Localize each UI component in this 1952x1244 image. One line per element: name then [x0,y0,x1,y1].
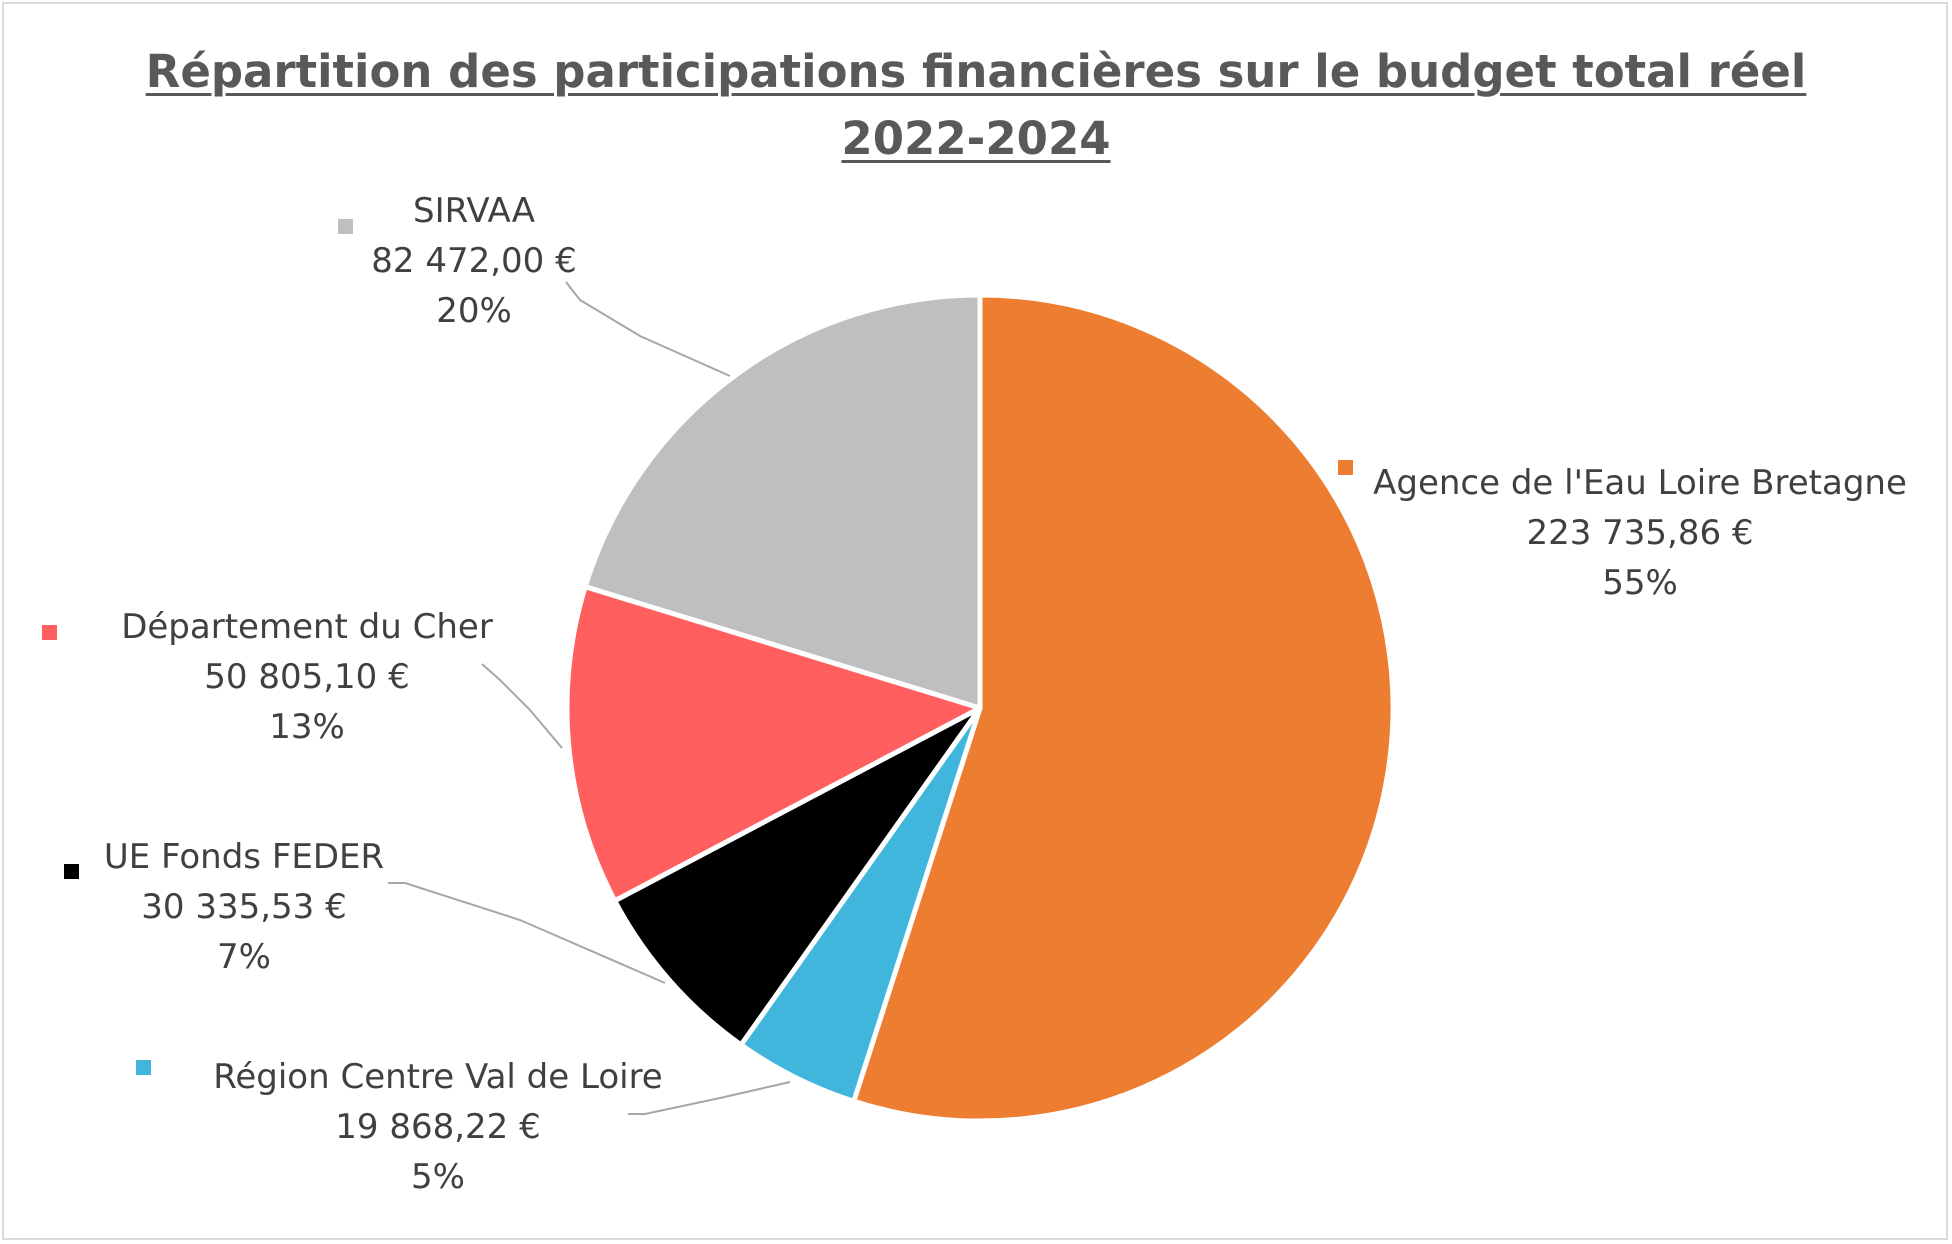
category-label-departement-du-cher: Département du Cher [121,607,493,647]
pie-slice-departement-du-cher [564,584,983,904]
leader-line-departement-du-cher [481,663,563,749]
legend-key-sirvaa [338,219,353,234]
legend-key-ue-fonds-feder [64,864,79,879]
data-label-sirvaa: SIRVAA 82 472,00 € 20% [338,191,577,331]
pie-slice-agence-de-l-eau-loire-bretagne [851,292,1396,1124]
data-label-region-centre-val-de-loire: Région Centre Val de Loire 19 868,22 € 5% [136,1057,663,1197]
legend-key-region-centre-val-de-loire [136,1060,151,1075]
pie-slice-sirvaa [582,292,983,711]
legend-key-agence-de-l-eau-loire-bretagne [1338,460,1353,475]
pie-slices [564,292,1396,1124]
category-label-sirvaa: SIRVAA [413,191,535,231]
value-label-sirvaa: 82 472,00 € [371,241,576,281]
percent-label-sirvaa: 20% [436,291,512,331]
leader-line-region-centre-val-de-loire [628,1081,791,1115]
category-label-ue-fonds-feder: UE Fonds FEDER [104,837,384,877]
percent-label-agence-de-l-eau-loire-bretagne: 55% [1602,563,1678,603]
value-label-agence-de-l-eau-loire-bretagne: 223 735,86 € [1526,513,1753,553]
data-label-departement-du-cher: Département du Cher 50 805,10 € 13% [42,607,493,747]
percent-label-departement-du-cher: 13% [269,707,345,747]
category-label-agence-de-l-eau-loire-bretagne: Agence de l'Eau Loire Bretagne [1373,463,1907,503]
value-label-region-centre-val-de-loire: 19 868,22 € [335,1107,540,1147]
leader-lines [388,281,791,1115]
chart-title: Répartition des participations financièr… [0,38,1952,172]
leader-line-sirvaa [565,281,731,377]
value-label-ue-fonds-feder: 30 335,53 € [141,887,346,927]
data-labels: Agence de l'Eau Loire Bretagne 223 735,86… [42,191,1907,1197]
chart-title-line-1: Répartition des participations financièr… [145,45,1807,98]
data-label-ue-fonds-feder: UE Fonds FEDER 30 335,53 € 7% [64,837,384,977]
chart-title-line-2: 2022-2024 [841,112,1111,165]
pie-slice-ue-fonds-feder [612,705,983,1048]
legend-key-departement-du-cher [42,625,57,640]
category-label-region-centre-val-de-loire: Région Centre Val de Loire [213,1057,662,1097]
value-label-departement-du-cher: 50 805,10 € [204,657,409,697]
leader-line-ue-fonds-feder [388,882,666,984]
percent-label-ue-fonds-feder: 7% [217,937,271,977]
data-label-agence-de-l-eau-loire-bretagne: Agence de l'Eau Loire Bretagne 223 735,86… [1338,460,1907,603]
percent-label-region-centre-val-de-loire: 5% [411,1157,465,1197]
